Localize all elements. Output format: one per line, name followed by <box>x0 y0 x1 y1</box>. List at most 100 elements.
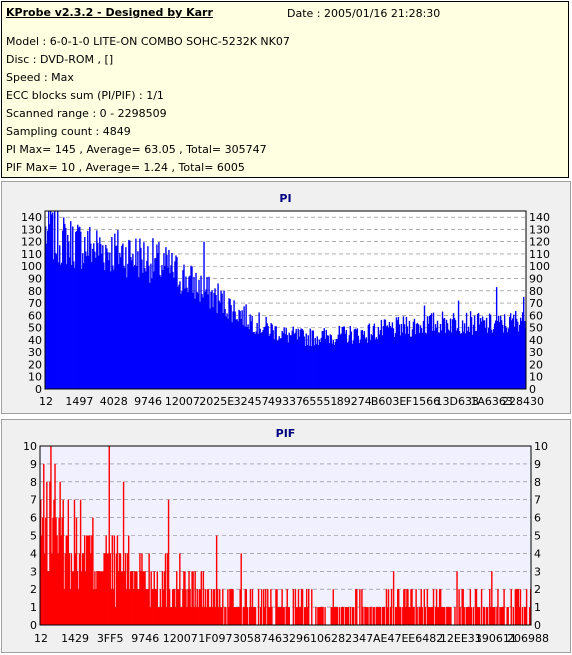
pif-bar <box>58 517 60 625</box>
pi-bar <box>211 290 213 389</box>
pi-bar <box>350 331 353 389</box>
pi-bar <box>447 329 450 389</box>
pi-y-tick-left: 110 <box>21 248 42 261</box>
pi-bar <box>435 327 438 389</box>
pi-bar <box>515 318 518 389</box>
pif-bar <box>418 607 420 625</box>
pi-bar <box>464 333 467 389</box>
pi-bar <box>376 339 379 389</box>
pif-bar <box>124 553 127 625</box>
pif-bar <box>70 553 73 625</box>
pif-bar <box>315 607 317 625</box>
pi-bar <box>471 334 474 389</box>
pi-bar <box>512 314 515 389</box>
pi-bar <box>128 239 130 389</box>
pif-bar <box>270 589 272 625</box>
pif-bar <box>446 607 448 625</box>
pif-bar <box>95 589 97 625</box>
pi-bar <box>169 273 171 389</box>
pi-bar <box>209 308 211 389</box>
pif-bar <box>148 553 150 625</box>
pi-bar <box>493 323 496 389</box>
pif-bar <box>503 589 505 625</box>
pi-bar <box>299 329 301 389</box>
pi-bar <box>456 328 459 389</box>
pi-bar <box>118 264 120 389</box>
pif-bar <box>238 607 240 625</box>
pif-bar <box>424 607 427 625</box>
pi-bar <box>496 321 499 389</box>
pif-bar <box>268 607 270 625</box>
pi-bar <box>394 333 397 389</box>
pif-bar <box>50 446 52 625</box>
pi-bar <box>237 321 239 389</box>
pif-bar <box>195 607 197 625</box>
pif-bar <box>229 589 231 625</box>
pi-bar <box>442 318 445 389</box>
pif-bar <box>96 571 98 625</box>
pi-bar <box>165 247 167 389</box>
pi-bar <box>292 326 294 389</box>
pif-bar <box>282 607 284 625</box>
pi-bar <box>427 323 430 389</box>
pif-bar <box>355 589 357 625</box>
pi-bar <box>162 270 164 389</box>
pi-bar <box>335 338 337 389</box>
pi-bar <box>131 260 133 389</box>
pi-bar <box>225 316 227 389</box>
pi-bar <box>450 332 453 389</box>
pi-bar <box>369 340 372 389</box>
pi-bar <box>177 286 179 389</box>
pi-bar <box>363 331 366 389</box>
pif-bar <box>122 481 125 625</box>
pif-bar <box>340 607 343 625</box>
pi-bar <box>459 333 462 389</box>
pi-bar <box>134 264 136 389</box>
pi-bar <box>205 289 207 389</box>
pi-x-tick-label: F1566 <box>406 395 440 408</box>
pi-bar <box>222 313 224 389</box>
pi-bar <box>142 272 144 389</box>
pi-bar <box>411 329 414 389</box>
pif-bar <box>472 607 475 625</box>
pi-bar <box>364 338 367 389</box>
pif-bar <box>283 607 285 625</box>
pif-bar <box>501 607 503 625</box>
pi-y-tick-right: 60 <box>529 309 543 322</box>
pif-bar <box>351 607 354 625</box>
pi-x-tick-label: 2025E <box>199 395 234 408</box>
pi-bar <box>54 211 56 389</box>
pi-y-tick-right: 10 <box>529 371 543 384</box>
pi-bar <box>84 237 86 389</box>
pif-bar <box>336 607 339 625</box>
pi-bar <box>158 242 160 389</box>
pif-bar <box>196 589 198 625</box>
pif-bar <box>462 589 464 625</box>
pif-bar <box>318 607 320 625</box>
pif-bar <box>233 607 235 625</box>
pif-y-tick-right: 0 <box>534 619 541 632</box>
pi-bar <box>136 265 138 389</box>
pif-bar <box>121 571 124 625</box>
pif-bar <box>227 589 229 625</box>
pi-bar <box>93 243 95 389</box>
pif-bar <box>353 607 355 625</box>
pi-bar <box>295 329 297 389</box>
pi-bar <box>444 332 447 389</box>
pif-bar <box>228 607 230 625</box>
pi-bar <box>67 234 69 389</box>
pif-bar <box>483 607 486 625</box>
pi-bar <box>261 331 263 389</box>
app-title: KProbe v2.3.2 - Designed by Karr <box>6 6 213 19</box>
pif-bar <box>239 589 241 625</box>
pi-bar <box>351 343 354 389</box>
pif-bar <box>400 607 402 625</box>
pif-bar <box>204 589 207 625</box>
pi-bar <box>220 290 222 389</box>
pif-bar <box>221 607 223 625</box>
pi-bar <box>277 340 279 389</box>
pif-bar <box>132 571 134 625</box>
pi-bar <box>474 331 477 389</box>
pi-bar <box>236 319 238 389</box>
